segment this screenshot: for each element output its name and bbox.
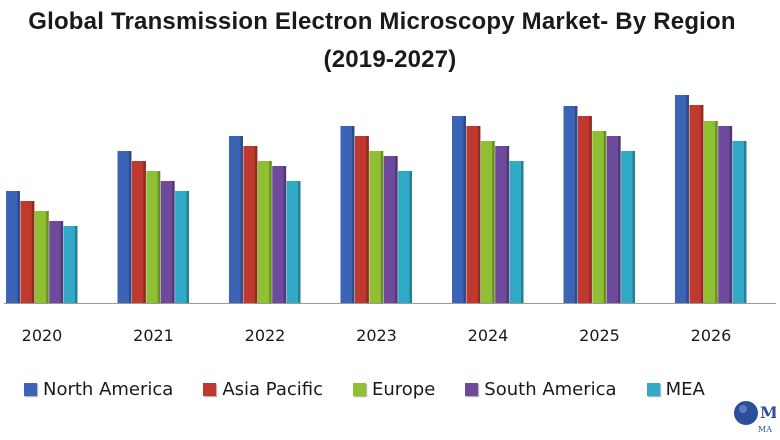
bar-shade — [366, 136, 369, 303]
bar-shade — [298, 181, 301, 303]
bar-shade — [269, 161, 272, 303]
bar-shade — [521, 161, 524, 303]
bar-shade — [589, 116, 592, 303]
bar-shade — [75, 226, 78, 303]
bar-asia-pacific-2022 — [243, 146, 258, 303]
x-tick-label: 2026 — [691, 326, 732, 345]
bar-asia-pacific-2026 — [689, 105, 704, 303]
bar-shade — [240, 136, 243, 303]
legend-label: North America — [43, 378, 174, 400]
x-tick-label: 2021 — [133, 326, 174, 345]
bar-shade — [380, 151, 384, 303]
bar-mea-2023 — [398, 171, 412, 303]
bar-south-america-2023 — [383, 156, 398, 303]
legend-item: North America — [24, 379, 173, 400]
x-tick-label: 2022 — [245, 326, 286, 345]
x-tick-label: 2020 — [22, 326, 63, 345]
bar-mea-2024 — [509, 161, 524, 303]
bar-mea-2022 — [286, 181, 301, 303]
bar-shade — [506, 146, 510, 303]
bar-shade — [31, 201, 35, 303]
bar-north-america-2022 — [229, 136, 243, 303]
bar-north-america-2024 — [452, 116, 466, 303]
legend-item: Asia Pacific — [203, 379, 323, 400]
bar-shade — [143, 161, 146, 303]
bar-shade — [632, 151, 635, 303]
chart-title-line2: (2019-2027) — [323, 46, 457, 73]
chart-legend: North America Asia Pacific Europe South Ame… — [24, 376, 735, 402]
legend-label: South America — [484, 378, 617, 400]
bar-shade — [492, 141, 495, 303]
bar-shade — [715, 121, 718, 303]
bar-shade — [744, 141, 747, 303]
bar-europe-2020 — [34, 211, 49, 303]
logo-text-2: MA — [758, 425, 772, 434]
bar-shade — [603, 131, 607, 303]
bar-north-america-2026 — [675, 95, 689, 303]
bar-mea-2020 — [63, 226, 78, 303]
bar-shade — [17, 191, 20, 303]
legend-item: MEA — [646, 378, 705, 400]
bar-europe-2021 — [146, 171, 161, 303]
bar-europe-2026 — [703, 121, 718, 303]
x-tick-label: 2025 — [579, 326, 620, 345]
bar-shade — [172, 181, 175, 303]
legend-label: MEA — [665, 378, 705, 400]
bar-north-america-2021 — [117, 151, 132, 303]
bar-shade — [283, 166, 287, 303]
bar-north-america-2025 — [563, 106, 578, 303]
bar-shade — [574, 106, 578, 303]
bar-asia-pacific-2024 — [466, 126, 481, 303]
bar-shade — [729, 126, 733, 303]
bar-mea-2025 — [621, 151, 635, 303]
legend-swatch — [24, 382, 37, 396]
bar-shade — [409, 171, 412, 303]
bar-asia-pacific-2020 — [20, 201, 35, 303]
bar-south-america-2025 — [606, 136, 621, 303]
bar-south-america-2026 — [718, 126, 733, 303]
x-tick-label: 2024 — [468, 326, 509, 345]
legend-swatch — [203, 382, 217, 396]
bar-shade — [157, 171, 161, 303]
legend-item: South America — [465, 378, 617, 400]
bar-europe-2025 — [592, 131, 607, 303]
bar-shade — [186, 191, 189, 303]
bar-shade — [128, 151, 132, 303]
bar-south-america-2021 — [160, 181, 175, 303]
bar-mea-2026 — [732, 141, 747, 303]
x-tick-label: 2023 — [356, 326, 397, 345]
bar-shade — [395, 156, 398, 303]
bar-shade — [686, 95, 689, 303]
bar-shade — [477, 126, 481, 303]
legend-item: Europe — [352, 378, 436, 400]
legend-label: Europe — [371, 378, 436, 400]
logo-text-1: M — [760, 403, 776, 422]
bar-mea-2021 — [175, 191, 189, 303]
bar-north-america-2020 — [6, 191, 20, 303]
bar-north-america-2023 — [340, 126, 355, 303]
bar-europe-2022 — [257, 161, 272, 303]
bar-south-america-2024 — [495, 146, 510, 303]
legend-label: Asia Pacific — [222, 378, 323, 400]
bar-asia-pacific-2025 — [577, 116, 592, 303]
bar-south-america-2022 — [272, 166, 287, 303]
bar-shade — [351, 126, 355, 303]
bar-asia-pacific-2023 — [354, 136, 369, 303]
legend-swatch — [465, 382, 479, 396]
bar-south-america-2020 — [49, 221, 64, 303]
bar-shade — [463, 116, 466, 303]
bar-shade — [46, 211, 49, 303]
legend-swatch — [352, 382, 366, 396]
legend-swatch — [646, 382, 660, 396]
bar-shade — [618, 136, 621, 303]
bar-shade — [254, 146, 258, 303]
bar-asia-pacific-2021 — [131, 161, 146, 303]
company-logo-icon: M MA — [734, 401, 776, 434]
bar-shade — [700, 105, 704, 303]
bar-shade — [60, 221, 64, 303]
chart-title-line1: Global Transmission Electron Microscopy … — [28, 8, 736, 35]
bar-chart: 2020 2021 2022 2023 2024 2025 2026 — [4, 95, 776, 345]
bar-europe-2024 — [480, 141, 495, 303]
bar-europe-2023 — [369, 151, 384, 303]
